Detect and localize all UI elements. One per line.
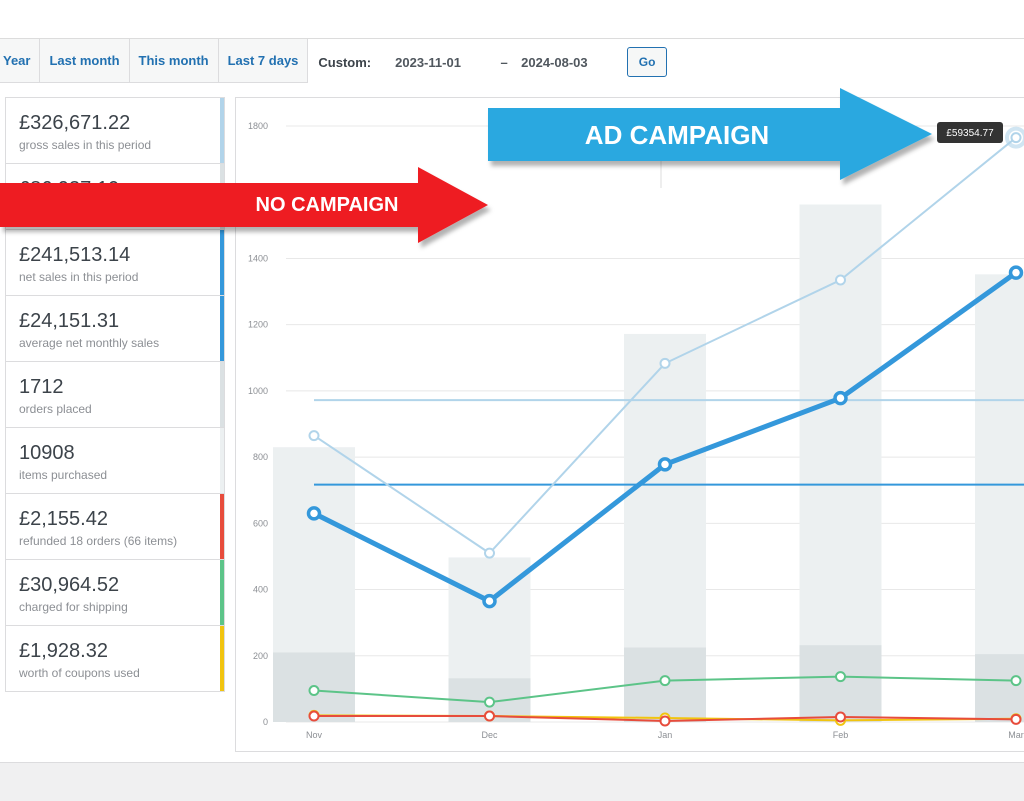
y-tick-label: 400 — [253, 585, 268, 595]
legend-value: £24,151.31 — [19, 310, 120, 332]
y-tick-label: 1800 — [248, 121, 268, 131]
tab-year[interactable]: Year — [0, 39, 41, 83]
data-point — [657, 457, 673, 472]
bar — [799, 645, 882, 722]
chart-area: 0 200 400 600 800 1000 1200 1400 1800 Nov Dec Jan Fe… — [235, 97, 1024, 752]
data-point — [308, 430, 320, 442]
x-tick-label: Jan — [658, 730, 673, 740]
y-tick-label: 1400 — [248, 253, 268, 263]
legend-color-bar — [220, 230, 224, 295]
legend-desc: worth of coupons used — [19, 666, 140, 680]
legend-color-bar — [220, 362, 224, 427]
data-point — [1008, 265, 1024, 280]
legend-desc: refunded 18 orders (66 items) — [19, 534, 178, 548]
custom-range: Custom: 2023-11-01 – 2024-08-03 Go — [308, 39, 678, 85]
legend-color-bar — [220, 98, 224, 163]
y-tick-label: 1200 — [248, 320, 268, 330]
y-tick-label: 0 — [263, 717, 268, 727]
bar — [799, 204, 882, 722]
y-tick-label: 600 — [253, 518, 268, 528]
data-point — [484, 547, 495, 559]
data-point — [306, 506, 322, 521]
legend-item[interactable]: £86,937.10 — [6, 164, 224, 230]
legend-item[interactable]: £1,928.32 worth of coupons used — [6, 626, 224, 692]
data-point — [308, 685, 320, 697]
legend-color-bar — [220, 560, 224, 625]
y-tick-label: 200 — [253, 651, 268, 661]
tab-last-month[interactable]: Last month — [40, 39, 130, 83]
legend-desc: items purchased — [19, 468, 108, 482]
sales-chart: 0 200 400 600 800 1000 1200 1400 1800 Nov Dec Jan Fe… — [248, 118, 1024, 740]
bar — [975, 654, 1024, 722]
tab-this-month[interactable]: This month — [129, 39, 219, 83]
legend-color-bar — [220, 164, 224, 229]
legend-item[interactable]: £2,155.42 refunded 18 orders (66 items) — [6, 494, 224, 560]
tab-last-7-days[interactable]: Last 7 days — [218, 39, 309, 83]
legend-value: £86,937.10 — [19, 178, 120, 200]
start-date-input[interactable]: 2023-11-01 — [395, 54, 461, 70]
legend-value: 1712 — [19, 376, 64, 398]
y-tick-label: 1000 — [248, 386, 268, 396]
legend-item[interactable]: £326,671.22 gross sales in this period — [6, 98, 224, 164]
legend-value: £241,513.14 — [19, 244, 131, 266]
data-point — [484, 696, 495, 708]
x-tick-label: Dec — [481, 730, 498, 740]
data-point — [833, 390, 848, 406]
data-point — [835, 671, 846, 683]
legend-item[interactable]: £241,513.14 net sales in this period — [6, 230, 224, 296]
legend-desc: average net monthly sales — [19, 336, 160, 350]
data-point — [1010, 132, 1022, 144]
go-button[interactable]: Go — [627, 47, 668, 77]
x-tick-label: Mar — [1008, 730, 1024, 740]
data-point — [482, 593, 497, 609]
legend-desc: charged for shipping — [19, 600, 128, 614]
x-tick-label: Feb — [833, 730, 849, 740]
legend-color-bar — [220, 626, 224, 691]
footer-bar — [0, 762, 1024, 801]
top-bar — [0, 0, 1024, 39]
legend-desc: orders placed — [19, 402, 92, 416]
legend-desc: net sales in this period — [19, 270, 139, 284]
y-tick-label: 800 — [253, 452, 268, 462]
legend-value: 10908 — [19, 442, 75, 464]
hover-point — [1005, 126, 1024, 149]
data-point — [1010, 675, 1022, 687]
legend-value: £2,155.42 — [19, 508, 108, 530]
legend-item[interactable]: 1712 orders placed — [6, 362, 224, 428]
legend-color-bar — [220, 494, 224, 559]
legend-desc: gross sales in this period — [19, 138, 152, 152]
legend-value: £326,671.22 — [19, 112, 131, 134]
data-point — [659, 675, 671, 687]
legend-color-bar — [220, 428, 224, 493]
chart-legend: £326,671.22 gross sales in this period £86… — [5, 97, 225, 692]
x-tick-label: Nov — [306, 730, 323, 740]
data-point — [835, 274, 846, 286]
custom-label: Custom: — [318, 54, 372, 70]
legend-color-bar — [220, 296, 224, 361]
data-point — [484, 710, 495, 722]
legend-value: £1,928.32 — [19, 640, 108, 662]
end-date-input[interactable]: 2024-08-03 — [521, 54, 588, 70]
legend-item[interactable]: 10908 items purchased — [6, 428, 224, 494]
data-point — [835, 711, 846, 723]
date-range-tabs: Year Last month This month Last 7 days C… — [0, 39, 678, 85]
data-point — [308, 710, 320, 722]
legend-value: £30,964.52 — [19, 574, 120, 596]
data-point — [1010, 713, 1022, 725]
data-point — [659, 715, 671, 727]
legend-item[interactable]: £30,964.52 charged for shipping — [6, 560, 224, 626]
data-point — [659, 357, 671, 369]
legend-item[interactable]: £24,151.31 average net monthly sales — [6, 296, 224, 362]
date-separator: – — [500, 54, 508, 70]
bar — [975, 274, 1024, 722]
